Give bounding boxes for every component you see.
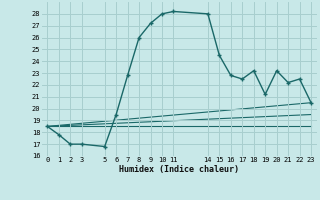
X-axis label: Humidex (Indice chaleur): Humidex (Indice chaleur)	[119, 165, 239, 174]
